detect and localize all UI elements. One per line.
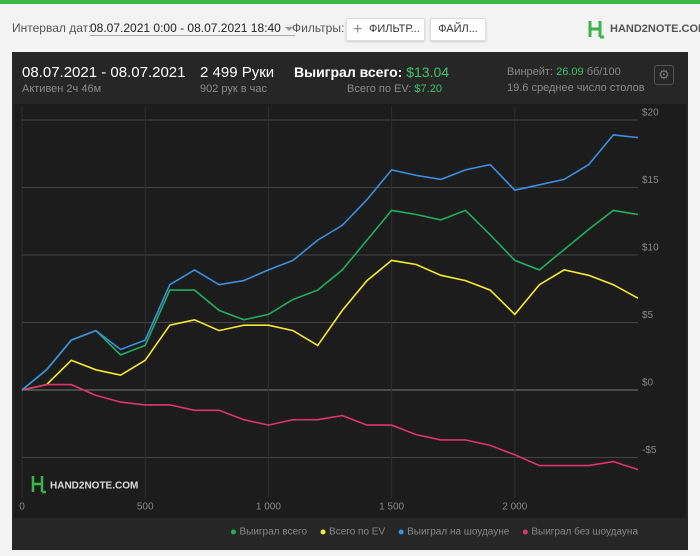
top-stripe [0,0,700,4]
button-text: ФИЛЬТР... [369,23,420,35]
series-line [21,209,639,391]
chart: HAND2NOTE.COM -$5 $0 $5 $10 $15 $20 0 500 1 000 1… [14,104,686,538]
y-tick-label: $20 [642,108,659,119]
logo-text: HAND2NOTE.COM [610,23,700,35]
plus-icon: + [353,21,363,38]
tables: 19.6 среднее число столов [507,82,645,94]
y-tick-label: $5 [642,310,654,321]
y-tick-label: $0 [642,378,654,389]
date-range: 08.07.2021 - 08.07.2021 [22,64,186,81]
x-tick-label: 0 [19,502,25,513]
winrate-label: Винрейт: [507,66,554,78]
logo-icon [588,21,604,39]
settings-button[interactable]: ⚙ [654,65,674,85]
active-time: Активен 2ч 46м [22,83,102,95]
caret [284,27,293,35]
legend-label: Выиграл без шоудауна [531,526,638,538]
won-value: $13.04 [406,64,450,80]
x-tick-label: 2 000 [502,502,527,513]
legend-label: Выиграл всего [239,527,307,538]
ev-value: $7.20 [414,83,442,95]
x-tick-label: 1 500 [379,502,404,513]
hands-per-hour: 902 рук в час [200,83,268,95]
button-text: ФАЙЛ... [438,23,478,35]
series-line [21,383,639,471]
legend-marker [522,529,528,535]
file-button[interactable]: ФАЙЛ... [430,18,486,41]
winrate-value: 26.09 [556,66,584,78]
interval-select[interactable]: 08.07.2021 0:00 - 08.07.2021 18:40 [90,21,295,36]
legend-label: Выиграл на шоудауне [407,527,510,538]
y-tick-label: $10 [642,243,659,254]
y-tick-label: -$5 [642,445,657,456]
x-tick-label: 500 [137,502,154,513]
series-line [21,134,639,391]
filters-label: Фильтры: [292,21,345,35]
legend-marker [320,529,326,535]
y-tick-label: $15 [642,175,659,186]
interval-value: 08.07.2021 0:00 - 08.07.2021 18:40 [90,21,281,35]
hands: 2 499 Руки [200,64,275,81]
legend-marker [398,529,404,535]
ev: Всего по EV: $7.20 [347,83,442,95]
legend-marker [230,529,236,535]
watermark: HAND2NOTE.COM [50,481,138,492]
watermark-icon [31,476,46,494]
interval-label: Интервал дат: [12,21,92,35]
winrate: Винрейт: 26.09 бб/100 [507,66,621,78]
winrate-unit: бб/100 [586,66,621,78]
won-label: Выиграл всего: [294,64,403,80]
legend-label: Всего по EV [329,527,385,538]
x-tick-label: 1 000 [256,502,281,513]
won: Выиграл всего: $13.04 [294,64,449,80]
series-line [21,259,639,391]
filter-button[interactable]: + ФИЛЬТР... [346,18,425,41]
ev-label: Всего по EV: [347,83,412,95]
